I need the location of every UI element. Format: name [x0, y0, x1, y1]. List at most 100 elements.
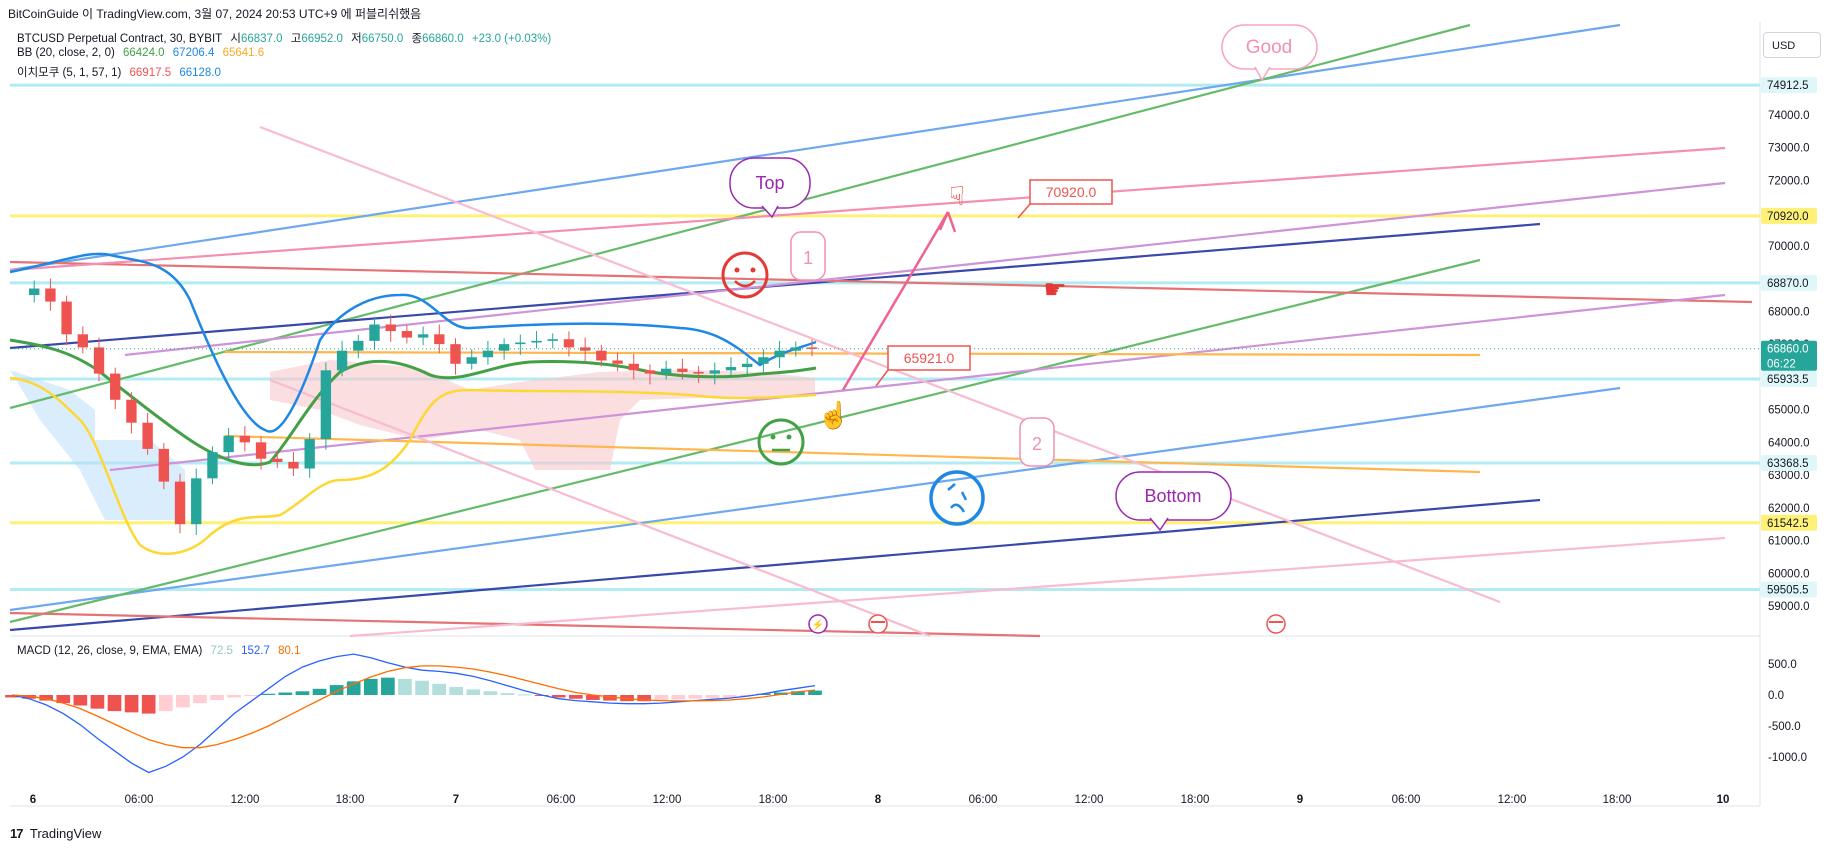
price-label-value: 74912.5: [1767, 80, 1809, 92]
trendline-purple-upper: [124, 181, 1726, 357]
macd-bar: [449, 686, 464, 695]
currency-button[interactable]: USD: [1763, 32, 1821, 58]
tradingview-logo-icon: 17: [10, 826, 24, 841]
annotation-two-box: [1019, 417, 1055, 467]
trendline-green-lower: [9, 258, 1481, 624]
macd-tick-label: -1000.0: [1768, 752, 1807, 764]
macd-bar: [141, 695, 156, 714]
price-label-value: 65933.5: [1767, 374, 1809, 386]
trendline-blue-lower: [9, 386, 1621, 612]
time-tick-label: 18:00: [1603, 794, 1632, 806]
bb-legend[interactable]: BB (20, close, 2, 0) 66424.0 67206.4 656…: [17, 47, 269, 59]
time-tick-label: 7: [453, 794, 459, 806]
hand-down-icon: ☟: [949, 181, 965, 211]
macd-bar: [22, 695, 36, 699]
macd-bar: [193, 695, 207, 704]
projection-arrow-shaft: [841, 211, 950, 391]
smiley-neutral-eye-right: [786, 434, 792, 440]
price-change: +23.0 (+0.03%): [471, 33, 552, 45]
macd-bar: [551, 695, 566, 698]
callout-70920-pointer: [1017, 203, 1031, 219]
price-tick-label: 62000.0: [1768, 503, 1810, 515]
price-tick-label: 73000.0: [1768, 143, 1810, 155]
price-label-box: [1761, 371, 1817, 388]
bb-lower-value: 65641.6: [222, 47, 265, 59]
macd-tick-label: -500.0: [1768, 721, 1801, 733]
callout-65921-pointer: [875, 369, 889, 387]
trendline-navy-lower: [9, 498, 1541, 632]
macd-bar: [227, 695, 241, 698]
annotation-one-text: 1: [803, 248, 813, 268]
annotation-top-text: Top: [755, 173, 784, 193]
smiley-happy-eye-left: [734, 267, 740, 273]
macd-bar: [210, 695, 224, 700]
macd-bar: [500, 693, 515, 695]
macd-bar: [73, 695, 88, 706]
macd-bar: [5, 695, 19, 698]
price-tick-label: 59000.0: [1768, 601, 1810, 613]
smiley-confused-face: [947, 483, 968, 513]
price-tick-label: 61000.0: [1768, 536, 1810, 548]
annotation-bottom-tail: [1149, 517, 1169, 532]
macd-bar: [586, 695, 600, 700]
trendline-pink-upper: [9, 146, 1726, 272]
footer-brand[interactable]: 17 TradingView: [10, 826, 101, 841]
bb-lower-line: [9, 376, 817, 555]
time-tick-label: 9: [1297, 794, 1303, 806]
ohlc-open: 시66837.0: [230, 33, 283, 45]
time-tick-label: 10: [1717, 794, 1730, 806]
trendline-blue-upper: [9, 23, 1621, 272]
macd-bar: [568, 695, 583, 699]
macd-legend[interactable]: MACD (12, 26, close, 9, EMA, EMA) 72.5 1…: [17, 645, 306, 657]
ichimoku-legend[interactable]: 이치모쿠 (5, 1, 57, 1) 66917.5 66128.0: [17, 64, 226, 80]
footer-brand-label: TradingView: [29, 826, 102, 841]
time-tick-label: 12:00: [1075, 794, 1104, 806]
price-label-countdown: 06:22: [1767, 359, 1796, 371]
macd-bar: [637, 695, 651, 702]
time-tick-label: 06:00: [547, 794, 576, 806]
trendline-orange-lower: [224, 434, 1481, 474]
ohlc-low: 저66750.0: [351, 33, 404, 45]
price-label-box: [1761, 340, 1817, 371]
projection-arrow-head: [938, 211, 957, 233]
price-tick-label: 60000.0: [1768, 568, 1810, 580]
ichimoku-cloud-red: [270, 360, 815, 470]
bb-upper-line: [9, 252, 817, 433]
macd-bar: [654, 695, 669, 700]
macd-tick-label: 0.0: [1768, 690, 1784, 702]
time-tick-label: 6: [30, 794, 36, 806]
macd-bar: [261, 693, 276, 695]
ichimoku-cloud-blue: [10, 370, 185, 520]
macd-line-value: 152.7: [241, 645, 270, 657]
macd-bar: [483, 691, 498, 695]
macd-tick-label: 500.0: [1768, 659, 1797, 671]
annotation-bottom-bubble: [1115, 471, 1232, 521]
macd-bar: [56, 695, 71, 704]
price-label-box: [1761, 581, 1817, 598]
price-label-box: [1761, 77, 1817, 94]
time-tick-label: 12:00: [1498, 794, 1527, 806]
trendline-pink-lower: [349, 536, 1726, 638]
event-us-flag-icon-2: [1266, 614, 1286, 634]
callout-65921-box: [887, 345, 971, 371]
price-label-value: 68870.0: [1767, 278, 1809, 290]
symbol-title: BTCUSD Perpetual Contract, 30, BYBIT: [17, 33, 223, 45]
macd-bar: [432, 683, 446, 695]
macd-bar: [722, 695, 737, 698]
time-tick-label: 06:00: [969, 794, 998, 806]
callout-70920-text: 70920.0: [1046, 184, 1097, 200]
time-tick-label: 18:00: [336, 794, 365, 806]
macd-bar: [363, 678, 378, 695]
hand-right-icon: ☛: [1043, 274, 1066, 304]
bb-title: BB (20, close, 2, 0): [17, 47, 115, 59]
macd-bar: [671, 695, 686, 700]
hand-pointer-icon: ☝: [818, 399, 850, 431]
annotation-good-text: Good: [1246, 37, 1292, 58]
annotation-top-tail: [761, 205, 779, 219]
macd-bar: [688, 695, 703, 699]
smiley-confused-icon: [929, 470, 985, 526]
price-label-box: [1761, 455, 1817, 472]
macd-bar: [517, 694, 532, 696]
bb-upper-value: 67206.4: [172, 47, 215, 59]
